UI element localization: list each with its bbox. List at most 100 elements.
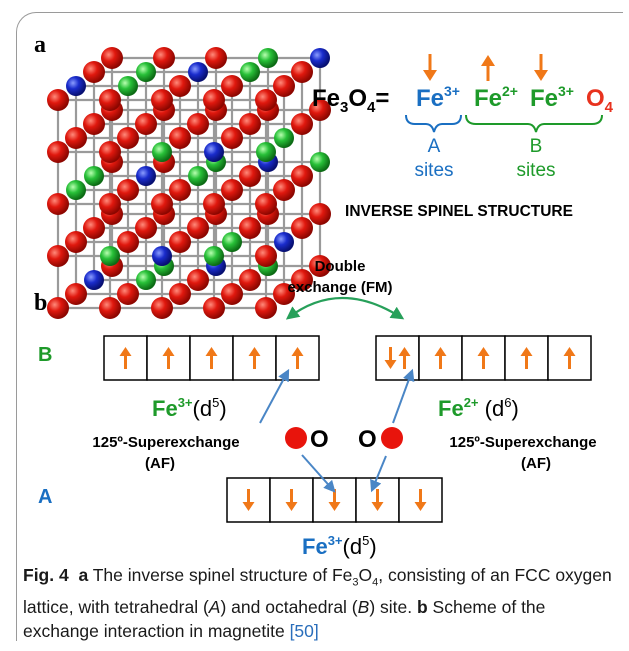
oxygen-atom bbox=[273, 75, 295, 97]
oxygen-atom bbox=[291, 217, 313, 239]
spin-up-arrow-icon bbox=[398, 347, 411, 369]
bottom-ion-label: Fe3+(d5) bbox=[302, 533, 377, 559]
oxygen-atom bbox=[47, 245, 69, 267]
oxygen-atom-right-icon bbox=[381, 427, 403, 449]
double-exchange-line1: Double bbox=[315, 258, 366, 275]
spin-up-arrow-icon bbox=[563, 347, 576, 369]
oxygen-atom bbox=[221, 127, 243, 149]
caption-text-b: Scheme of the exchange interaction in ma… bbox=[23, 596, 546, 641]
double-exchange-arrow-icon bbox=[285, 296, 405, 320]
row-b-label: B bbox=[38, 344, 52, 366]
panel-a-label: a bbox=[34, 32, 46, 58]
oxygen-atom bbox=[239, 165, 261, 187]
oxygen-atom bbox=[99, 297, 121, 319]
caption-reference-link[interactable]: [50] bbox=[289, 620, 319, 641]
superexchange-arrow-left-upper-icon bbox=[259, 368, 290, 424]
structure-title: INVERSE SPINEL STRUCTURE bbox=[345, 203, 573, 220]
oxygen-atom bbox=[203, 89, 225, 111]
oxygen-atom bbox=[117, 127, 139, 149]
oxygen-atom bbox=[101, 47, 123, 69]
oxygen-atom bbox=[205, 47, 227, 69]
oxygen-atom bbox=[291, 165, 313, 187]
octahedral-fe-atom bbox=[188, 166, 208, 186]
oxygen-atom bbox=[239, 269, 261, 291]
caption-text-a1: The inverse spinel structure of Fe bbox=[88, 565, 353, 585]
spin-down-arrow-icon bbox=[414, 489, 427, 511]
tetrahedral-fe-atom bbox=[84, 270, 104, 290]
oxygen-atom bbox=[169, 179, 191, 201]
caption-sub-3: 3 bbox=[352, 576, 359, 589]
b-site-brace bbox=[465, 114, 603, 133]
superexchange-left-line2: (AF) bbox=[145, 455, 175, 472]
oxygen-atom-left-icon bbox=[285, 427, 307, 449]
tetrahedral-fe-atom bbox=[66, 76, 86, 96]
figure-caption: Fig. 4 a The inverse spinel structure of… bbox=[23, 563, 623, 643]
a-site-brace bbox=[405, 114, 462, 133]
oxygen-atom bbox=[99, 141, 121, 163]
oxygen-atom bbox=[99, 89, 121, 111]
oxygen-label-left: O bbox=[310, 426, 329, 453]
oxygen-atom bbox=[117, 231, 139, 253]
spin-up-arrow-icon bbox=[520, 347, 533, 369]
b-site-spin-row-right bbox=[375, 335, 592, 381]
tetrahedral-fe-atom bbox=[274, 232, 294, 252]
caption-fig-label: Fig. 4 bbox=[23, 565, 69, 585]
a-site-word: sites bbox=[414, 160, 453, 181]
oxygen-atom bbox=[291, 269, 313, 291]
oxygen-atom bbox=[151, 193, 173, 215]
tetrahedral-fe-atom bbox=[152, 246, 172, 266]
b-site-spin-row-left bbox=[103, 335, 320, 381]
ion-fe2-b-site: Fe2+ bbox=[474, 83, 518, 112]
tetrahedral-fe-atom bbox=[204, 142, 224, 162]
octahedral-fe-atom bbox=[118, 76, 138, 96]
b-site-letter: B bbox=[530, 136, 543, 157]
right-ion-label: Fe2+ (d6) bbox=[438, 395, 519, 421]
oxygen-atom bbox=[151, 89, 173, 111]
caption-part-b: b bbox=[416, 596, 428, 617]
ion-fe3-a-site: Fe3+ bbox=[416, 83, 460, 112]
octahedral-fe-atom bbox=[66, 180, 86, 200]
spin-up-arrow-icon bbox=[162, 347, 175, 369]
figure-canvas: a Fe3O4= Fe3+ Fe2+ Fe3+ O4 A sites B sit… bbox=[34, 32, 614, 559]
octahedral-fe-atom bbox=[136, 62, 156, 82]
spin-arrow-down-b2-icon bbox=[534, 54, 548, 81]
oxygen-atom bbox=[273, 179, 295, 201]
oxygen-atom bbox=[273, 283, 295, 305]
spin-down-arrow-icon bbox=[285, 489, 298, 511]
oxygen-atom bbox=[47, 141, 69, 163]
formula-fe3o4: Fe3O4= bbox=[312, 85, 389, 116]
oxygen-atom bbox=[47, 193, 69, 215]
oxygen-atom bbox=[203, 297, 225, 319]
oxygen-atom bbox=[221, 179, 243, 201]
oxygen-atom bbox=[221, 283, 243, 305]
caption-o: O bbox=[358, 565, 373, 585]
octahedral-fe-atom bbox=[204, 246, 224, 266]
oxygen-atom bbox=[309, 203, 331, 225]
oxygen-atom bbox=[291, 113, 313, 135]
oxygen-atom bbox=[187, 113, 209, 135]
oxygen-atom bbox=[153, 47, 175, 69]
oxygen-atom bbox=[151, 297, 173, 319]
oxygen-atom bbox=[239, 217, 261, 239]
tetrahedral-fe-atom bbox=[188, 62, 208, 82]
octahedral-fe-atom bbox=[310, 152, 330, 172]
spinel-crystal-lattice bbox=[47, 47, 331, 319]
superexchange-arrow-right-lower-icon bbox=[370, 455, 387, 493]
spin-up-arrow-icon bbox=[291, 347, 304, 369]
ion-fe3-b-site: Fe3+ bbox=[530, 83, 574, 112]
caption-part-a: a bbox=[78, 565, 89, 585]
oxygen-atom bbox=[135, 217, 157, 239]
oxygen-atom bbox=[255, 89, 277, 111]
a-site-spin-row bbox=[226, 477, 443, 523]
oxygen-atom bbox=[83, 61, 105, 83]
oxygen-atom bbox=[187, 269, 209, 291]
left-ion-label: Fe3+(d5) bbox=[152, 395, 227, 421]
a-site-letter: A bbox=[428, 136, 441, 157]
octahedral-fe-atom bbox=[222, 232, 242, 252]
oxygen-atom bbox=[83, 113, 105, 135]
superexchange-right-line2: (AF) bbox=[521, 455, 551, 472]
spin-down-arrow-icon bbox=[242, 489, 255, 511]
superexchange-arrow-right-upper-icon bbox=[392, 368, 415, 424]
spin-arrow-up-b1-icon bbox=[481, 55, 495, 81]
oxygen-atom bbox=[117, 283, 139, 305]
